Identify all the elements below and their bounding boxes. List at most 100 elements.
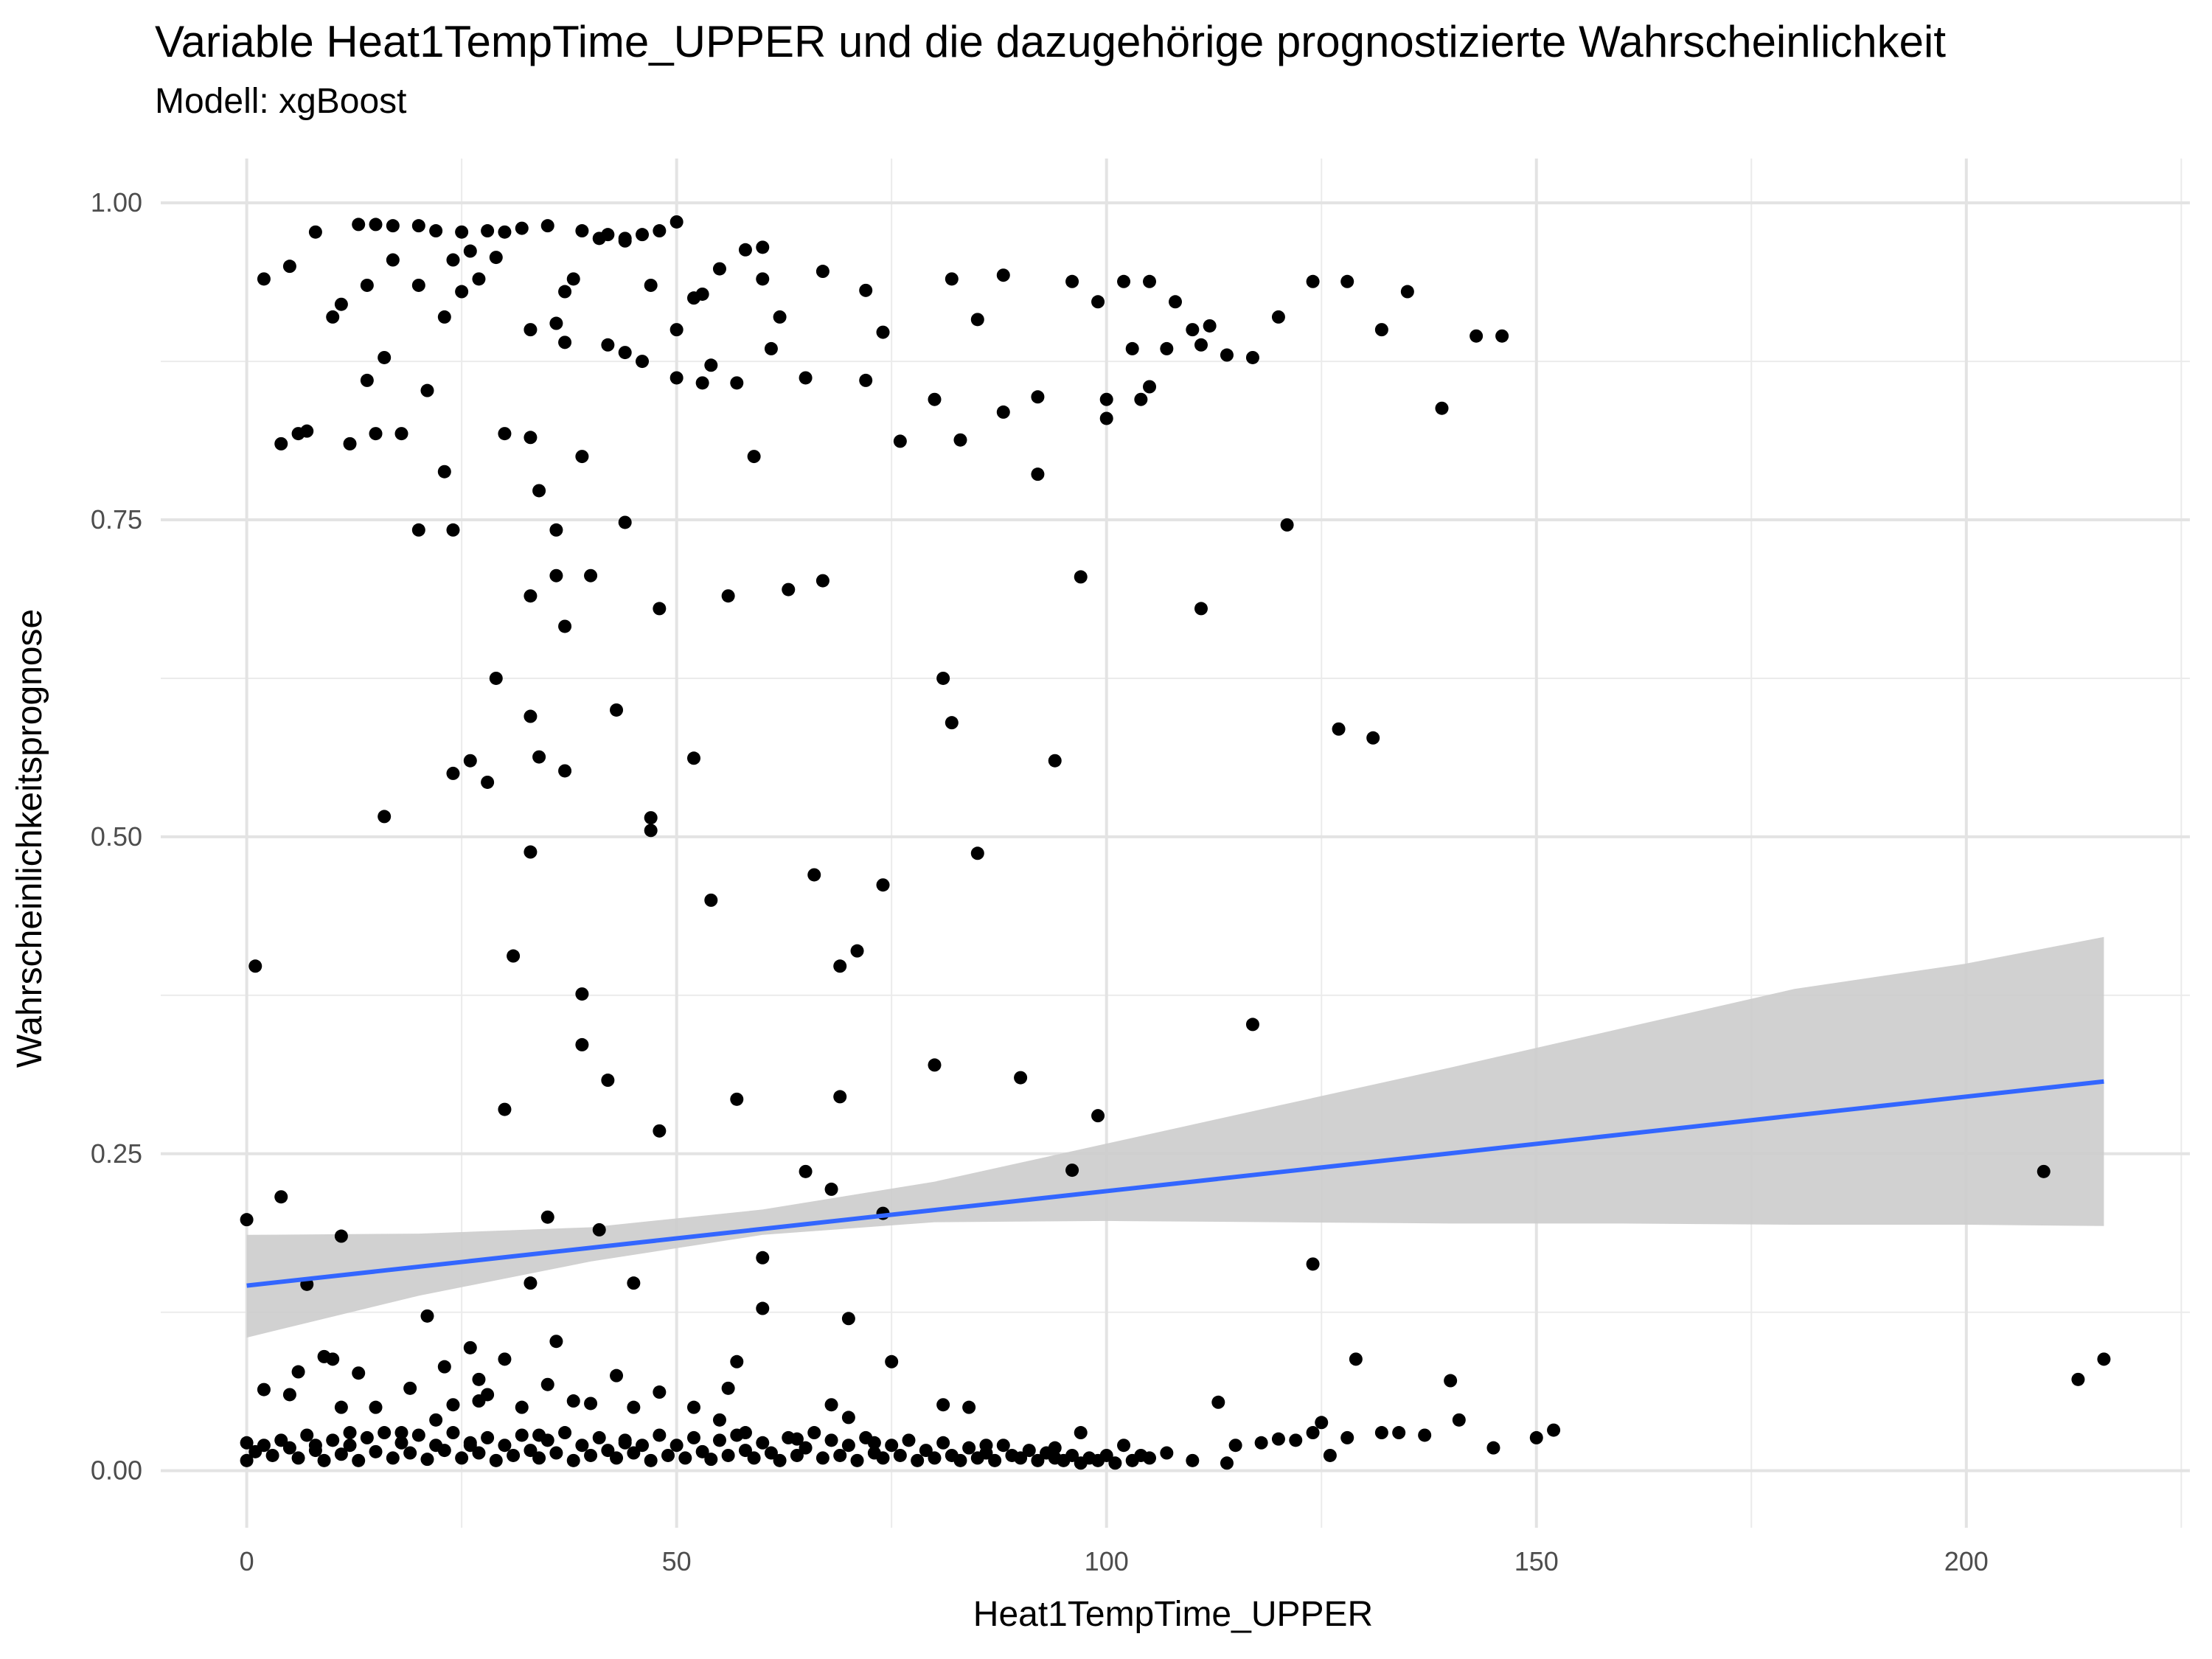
- data-point: [738, 1444, 752, 1458]
- data-point: [1323, 1448, 1337, 1462]
- data-point: [850, 944, 864, 958]
- data-point: [274, 1190, 288, 1204]
- data-point: [1186, 1453, 1200, 1467]
- data-point: [815, 1451, 830, 1465]
- data-point: [1065, 1448, 1079, 1462]
- data-point: [291, 1451, 305, 1465]
- data-point: [446, 1398, 460, 1412]
- data-point: [575, 1439, 589, 1453]
- data-point: [343, 1439, 357, 1453]
- data-point: [566, 272, 580, 286]
- data-point: [524, 1444, 538, 1458]
- data-point: [2037, 1164, 2051, 1178]
- data-point: [738, 1426, 752, 1440]
- data-point: [885, 1354, 899, 1368]
- data-point: [403, 1446, 417, 1460]
- data-point: [308, 225, 322, 239]
- data-point: [369, 427, 383, 441]
- data-point: [601, 1074, 615, 1088]
- trend-line-layer: [246, 1079, 2104, 1288]
- data-point: [1125, 341, 1139, 355]
- data-point: [1074, 570, 1088, 584]
- data-point: [644, 811, 658, 825]
- data-point: [1074, 1426, 1088, 1440]
- data-point: [902, 1433, 916, 1447]
- data-point: [704, 358, 718, 372]
- data-point: [566, 1453, 580, 1467]
- data-point: [1099, 392, 1113, 406]
- data-point: [747, 450, 761, 464]
- data-point: [661, 1448, 675, 1462]
- data-point: [1031, 467, 1045, 481]
- data-point: [429, 224, 443, 238]
- data-point: [1374, 323, 1388, 337]
- data-point: [524, 709, 538, 723]
- data-point: [1271, 310, 1285, 324]
- data-point: [575, 1037, 589, 1051]
- data-point: [1306, 1257, 1320, 1271]
- data-point: [472, 1372, 486, 1386]
- data-point: [257, 1439, 271, 1453]
- y-tick-label: 0.50: [91, 821, 142, 852]
- data-point: [988, 1453, 1002, 1467]
- data-point: [549, 1335, 563, 1349]
- data-point: [282, 1388, 296, 1402]
- data-point: [1289, 1433, 1303, 1447]
- data-point: [575, 450, 589, 464]
- data-point: [1547, 1423, 1561, 1437]
- data-point: [669, 371, 684, 385]
- data-point: [695, 287, 709, 301]
- data-point: [446, 766, 460, 780]
- data-point: [610, 1368, 624, 1382]
- data-point: [1099, 1448, 1113, 1462]
- data-point: [1108, 1456, 1122, 1470]
- data-point: [1392, 1426, 1406, 1440]
- data-point: [773, 1453, 787, 1467]
- data-point: [420, 383, 434, 397]
- data-point: [411, 278, 425, 292]
- data-point: [704, 1453, 718, 1467]
- data-point: [644, 278, 658, 292]
- data-point: [841, 1439, 855, 1453]
- data-point: [799, 1441, 813, 1455]
- data-point: [756, 1436, 770, 1450]
- data-point: [721, 1381, 735, 1395]
- data-point: [429, 1413, 443, 1427]
- data-point: [240, 1453, 254, 1467]
- data-point: [1529, 1430, 1543, 1444]
- data-point: [334, 1447, 348, 1461]
- data-point: [867, 1436, 881, 1450]
- data-point: [730, 1092, 744, 1106]
- data-point: [1065, 274, 1079, 288]
- data-point: [378, 350, 392, 364]
- data-point: [446, 253, 460, 267]
- data-point: [1186, 323, 1200, 337]
- data-point: [549, 1446, 563, 1460]
- data-point: [566, 1394, 580, 1408]
- data-point: [403, 1381, 417, 1395]
- data-point: [601, 1444, 615, 1458]
- data-point: [953, 1453, 967, 1467]
- data-point: [653, 1124, 667, 1138]
- data-point: [1340, 1430, 1354, 1444]
- data-point: [455, 285, 469, 299]
- data-point: [756, 1301, 770, 1315]
- data-point: [257, 1382, 271, 1397]
- data-point: [378, 1426, 392, 1440]
- data-point: [1203, 319, 1217, 333]
- data-point: [1160, 1446, 1174, 1460]
- data-point: [1022, 1444, 1036, 1458]
- trend-line: [246, 1079, 2104, 1288]
- data-point: [360, 278, 374, 292]
- data-point: [721, 589, 735, 603]
- data-point: [1099, 411, 1113, 425]
- confidence-band: [246, 936, 2104, 1338]
- data-point: [352, 218, 366, 232]
- data-point: [540, 219, 554, 233]
- data-point: [540, 1377, 554, 1391]
- data-point: [498, 225, 512, 239]
- data-point: [437, 1360, 451, 1374]
- data-point: [1315, 1416, 1329, 1430]
- data-point: [1374, 1426, 1388, 1440]
- data-points: [240, 215, 2111, 1470]
